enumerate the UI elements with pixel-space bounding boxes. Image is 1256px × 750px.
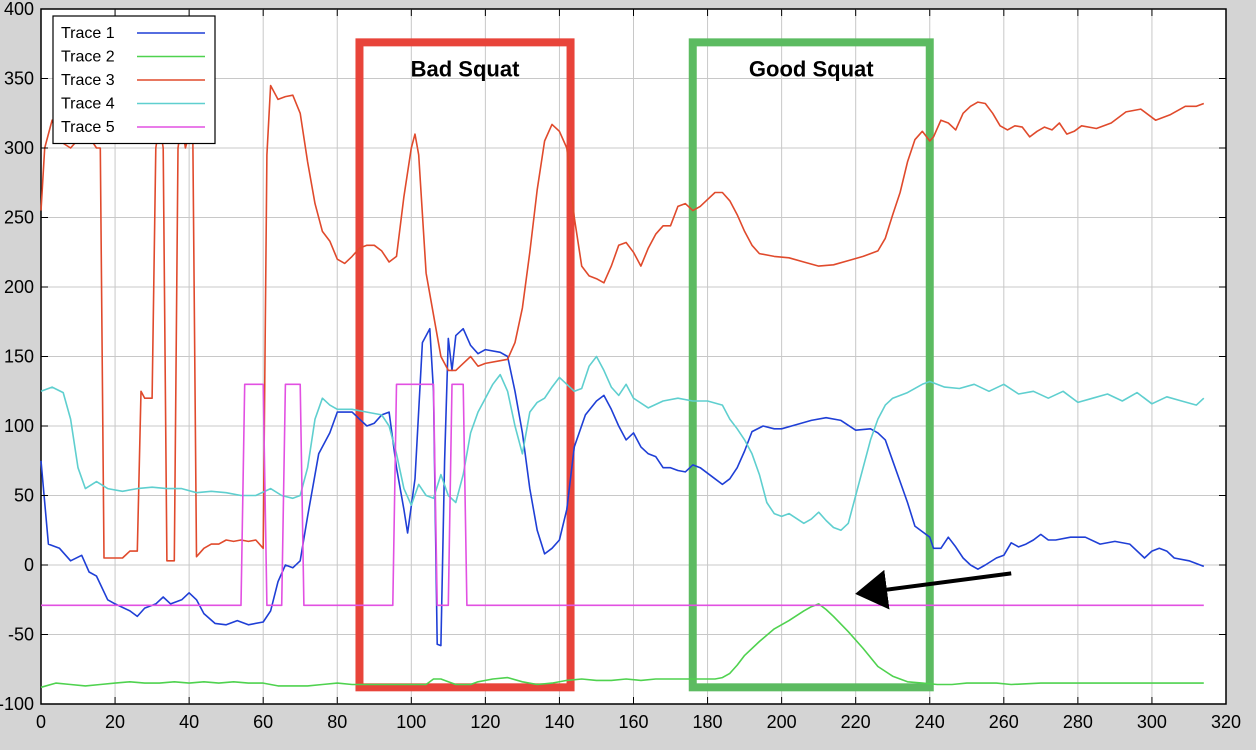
y-tick-label: 100 [4, 416, 34, 436]
x-tick-label: 160 [618, 712, 648, 732]
x-tick-label: 260 [989, 712, 1019, 732]
legend-label-3: Trace 3 [61, 72, 115, 89]
x-tick-label: 300 [1137, 712, 1167, 732]
grid-lines [41, 9, 1226, 704]
annotation-box-2 [688, 38, 934, 692]
arrow-layer [855, 569, 1012, 610]
x-tick-label: 60 [253, 712, 273, 732]
annotation-arrow [855, 569, 1012, 610]
y-tick-label: 300 [4, 138, 34, 158]
x-tick-label: 200 [767, 712, 797, 732]
annotation-label-1: Bad Squat [411, 56, 520, 81]
legend-label-2: Trace 2 [61, 49, 115, 66]
y-tick-label: 0 [24, 555, 34, 575]
y-tick-label: 50 [14, 486, 34, 506]
tick-labels: 0 20 40 60 80 100 120 140 160 180 200 220 240 260 280 3… [0, 0, 1241, 732]
y-tick-label: 150 [4, 347, 34, 367]
x-tick-label: 320 [1211, 712, 1241, 732]
legend-label-1: Trace 1 [61, 25, 115, 42]
x-tick-label: 120 [470, 712, 500, 732]
annotation-boxes [355, 38, 934, 692]
x-tick-label: 20 [105, 712, 125, 732]
x-tick-label: 180 [693, 712, 723, 732]
legend: Trace 1 Trace 2 Trace 3 Trace 4 Trace 5 [52, 15, 216, 145]
legend-label-5: Trace 5 [61, 119, 115, 136]
x-tick-label: 140 [544, 712, 574, 732]
x-tick-label: 280 [1063, 712, 1093, 732]
legend-label-4: Trace 4 [61, 96, 115, 113]
series-line-2 [40, 603, 1204, 689]
x-tick-label: 240 [915, 712, 945, 732]
y-tick-label: 200 [4, 277, 34, 297]
series-line-5 [41, 383, 1204, 607]
x-tick-label: 0 [36, 712, 46, 732]
y-tick-label: -100 [0, 694, 34, 714]
y-tick-label: 350 [4, 69, 34, 89]
x-tick-label: 40 [179, 712, 199, 732]
y-tick-label: 400 [4, 0, 34, 19]
annotation-box-1 [355, 38, 575, 692]
series-line-1 [40, 327, 1205, 647]
series-line-4 [40, 355, 1205, 532]
x-tick-label: 220 [841, 712, 871, 732]
x-tick-label: 100 [396, 712, 426, 732]
y-tick-label: -50 [8, 625, 34, 645]
annotation-label-2: Good Squat [749, 56, 874, 81]
annotation-labels: Bad Squat Good Squat [411, 56, 875, 81]
y-tick-label: 250 [4, 208, 34, 228]
legend-box [52, 15, 216, 145]
x-tick-label: 80 [327, 712, 347, 732]
